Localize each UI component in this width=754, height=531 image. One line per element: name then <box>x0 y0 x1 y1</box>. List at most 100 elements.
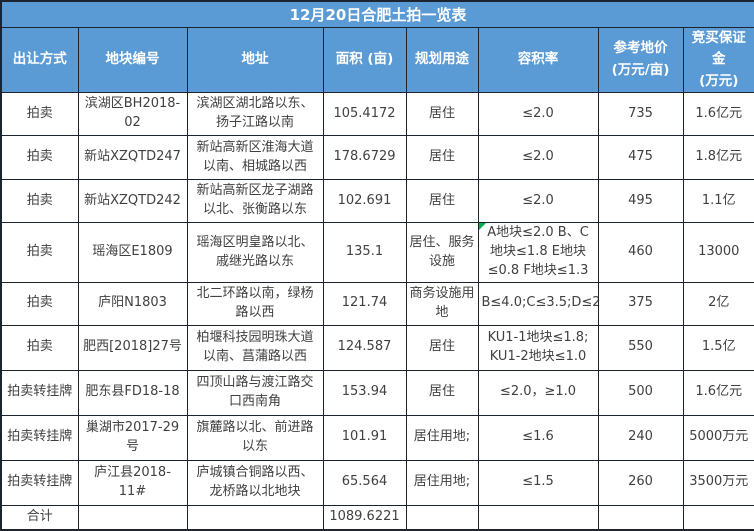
cell-address: 四顶山路与渡江路交口西南角 <box>186 369 324 416</box>
table-row: 拍卖转挂牌 庐江县2018-11# 庐城镇合铜路以西、龙桥路以北地块 65.56… <box>0 459 754 506</box>
cell-plot-ratio: KU1-1地块≤1.8; KU1-2地块≤1.0 <box>477 324 599 371</box>
col-header-transfer-method: 出让方式 <box>0 26 79 94</box>
table-row: 拍卖转挂牌 肥东县FD18-18 四顶山路与渡江路交口西南角 153.94 居住… <box>0 369 754 416</box>
cell-address: 瑶海区明皇路以北、戚继光路以东 <box>186 222 324 283</box>
table-row: 拍卖 瑶海区E1809 瑶海区明皇路以北、戚继光路以东 135.1 居住、服务设… <box>0 222 754 283</box>
cell-deposit: 1.8亿元 <box>682 135 754 181</box>
cell-ref-price: 460 <box>597 222 684 283</box>
cell-address: 新站高新区龙子湖路以北、张衡路以东 <box>186 179 324 224</box>
cell-deposit: 1.1亿 <box>682 179 754 224</box>
cell-address <box>186 504 324 531</box>
cell-plot-ratio: B≤4.0;C≤3.5;D≤2.0 <box>477 281 599 326</box>
cell-plot-ratio: ≤1.5 <box>477 459 599 506</box>
cell-address: 滨湖区湖北路以东、扬子江路以南 <box>186 92 324 137</box>
cell-planned-use: 居住用地; <box>405 414 479 461</box>
cell-plot-id: 滨湖区BH2018-02 <box>77 92 188 137</box>
table-header-row: 出让方式 地块编号 地址 面积 (亩) 规划用途 容积率 参考地价 (万元/亩)… <box>0 26 754 94</box>
cell-area: 135.1 <box>322 222 407 283</box>
col-header-area: 面积 (亩) <box>322 26 407 94</box>
cell-transfer-method: 拍卖转挂牌 <box>0 459 79 506</box>
table-row: 拍卖 新站XZQTD247 新站高新区淮海大道以南、相城路以西 178.6729… <box>0 135 754 181</box>
col-header-address: 地址 <box>186 26 324 94</box>
table-row: 拍卖 庐阳N1803 北二环路以南，绿杨路以西 121.74 商务设施用地 B≤… <box>0 281 754 326</box>
table-row: 拍卖 滨湖区BH2018-02 滨湖区湖北路以东、扬子江路以南 105.4172… <box>0 92 754 137</box>
cell-area: 121.74 <box>322 281 407 326</box>
cell-planned-use: 居住 <box>405 179 479 224</box>
cell-transfer-method: 拍卖转挂牌 <box>0 369 79 416</box>
cell-deposit: 3500万元 <box>682 459 754 506</box>
cell-deposit <box>682 504 754 531</box>
col-header-plot-ratio: 容积率 <box>477 26 599 94</box>
cell-plot-ratio-text: A地块≤2.0 B、C地块≤1.8 E地块≤0.8 F地块≤1.3 <box>487 225 589 278</box>
cell-plot-ratio: ≤2.0，≥1.0 <box>477 369 599 416</box>
cell-area-total: 1089.6221 <box>322 504 407 531</box>
cell-address: 新站高新区淮海大道以南、相城路以西 <box>186 135 324 181</box>
cell-transfer-method: 拍卖 <box>0 324 79 371</box>
cell-planned-use: 居住 <box>405 324 479 371</box>
cell-deposit: 1.6亿元 <box>682 369 754 416</box>
cell-ref-price: 500 <box>597 369 684 416</box>
col-header-planned-use: 规划用途 <box>405 26 479 94</box>
page-title: 12月20日合肥土拍一览表 <box>0 0 754 28</box>
cell-deposit: 5000万元 <box>682 414 754 461</box>
cell-transfer-method: 拍卖转挂牌 <box>0 414 79 461</box>
cell-transfer-method: 拍卖 <box>0 92 79 137</box>
cell-plot-id: 新站XZQTD247 <box>77 135 188 181</box>
error-flag-icon <box>479 223 486 231</box>
total-row: 合计 1089.6221 <box>0 504 754 531</box>
cell-plot-ratio: ≤2.0 <box>477 135 599 181</box>
cell-area: 102.691 <box>322 179 407 224</box>
cell-deposit: 2亿 <box>682 281 754 326</box>
cell-address: 庐城镇合铜路以西、龙桥路以北地块 <box>186 459 324 506</box>
cell-area: 101.91 <box>322 414 407 461</box>
cell-planned-use: 居住、服务设施 <box>405 222 479 283</box>
cell-deposit: 1.6亿元 <box>682 92 754 137</box>
cell-total-label: 合计 <box>0 504 79 531</box>
cell-ref-price <box>597 504 684 531</box>
cell-planned-use: 居住 <box>405 135 479 181</box>
table-row: 拍卖 肥西[2018]27号 柏堰科技园明珠大道以南、菖蒲路以西 124.587… <box>0 324 754 371</box>
cell-planned-use: 居住用地; <box>405 459 479 506</box>
cell-transfer-method: 拍卖 <box>0 222 79 283</box>
cell-ref-price: 735 <box>597 92 684 137</box>
cell-plot-ratio: ≤1.6 <box>477 414 599 461</box>
cell-deposit: 13000 <box>682 222 754 283</box>
table-row: 拍卖 新站XZQTD242 新站高新区龙子湖路以北、张衡路以东 102.691 … <box>0 179 754 224</box>
cell-transfer-method: 拍卖 <box>0 135 79 181</box>
cell-plot-id: 庐江县2018-11# <box>77 459 188 506</box>
cell-ref-price: 495 <box>597 179 684 224</box>
col-header-plot-id: 地块编号 <box>77 26 188 94</box>
cell-ref-price: 375 <box>597 281 684 326</box>
cell-planned-use <box>405 504 479 531</box>
cell-plot-ratio: ≤2.0 <box>477 92 599 137</box>
cell-plot-id: 新站XZQTD242 <box>77 179 188 224</box>
cell-planned-use: 居住 <box>405 92 479 137</box>
cell-plot-ratio: ≤2.0 <box>477 179 599 224</box>
cell-ref-price: 475 <box>597 135 684 181</box>
cell-area: 153.94 <box>322 369 407 416</box>
cell-ref-price: 260 <box>597 459 684 506</box>
cell-plot-ratio: A地块≤2.0 B、C地块≤1.8 E地块≤0.8 F地块≤1.3 <box>477 222 599 283</box>
cell-area: 65.564 <box>322 459 407 506</box>
cell-ref-price: 550 <box>597 324 684 371</box>
cell-plot-id: 庐阳N1803 <box>77 281 188 326</box>
cell-plot-id: 肥东县FD18-18 <box>77 369 188 416</box>
cell-area: 105.4172 <box>322 92 407 137</box>
cell-plot-id: 瑶海区E1809 <box>77 222 188 283</box>
cell-plot-id <box>77 504 188 531</box>
cell-transfer-method: 拍卖 <box>0 281 79 326</box>
cell-plot-id: 肥西[2018]27号 <box>77 324 188 371</box>
cell-address: 柏堰科技园明珠大道以南、菖蒲路以西 <box>186 324 324 371</box>
table-title-row: 12月20日合肥土拍一览表 <box>0 0 754 28</box>
cell-area: 124.587 <box>322 324 407 371</box>
col-header-deposit: 竞买保证金 (万元) <box>682 26 754 94</box>
cell-ref-price: 240 <box>597 414 684 461</box>
cell-deposit: 1.5亿 <box>682 324 754 371</box>
col-header-ref-price: 参考地价 (万元/亩) <box>597 26 684 94</box>
cell-planned-use: 商务设施用地 <box>405 281 479 326</box>
cell-planned-use: 居住 <box>405 369 479 416</box>
cell-transfer-method: 拍卖 <box>0 179 79 224</box>
cell-address: 北二环路以南，绿杨路以西 <box>186 281 324 326</box>
cell-plot-ratio <box>477 504 599 531</box>
